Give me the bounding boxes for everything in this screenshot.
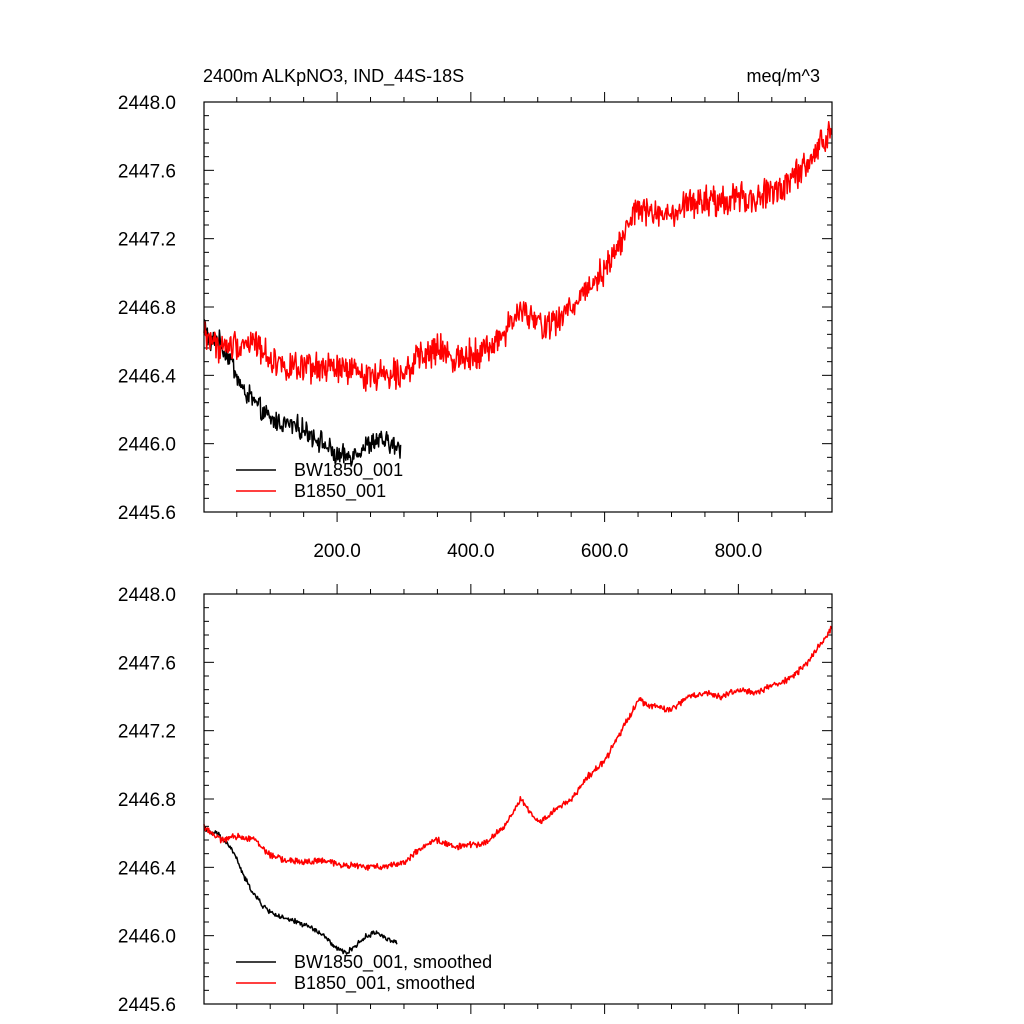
y-tick-label: 2447.6 [118, 653, 176, 674]
y-tick-label: 2446.4 [118, 858, 177, 879]
y-tick-labels: 2445.6 2446.0 2446.4 2446.8 2447.2 2447.6 2448… [118, 93, 177, 524]
y-tick-label: 2447.2 [118, 722, 176, 743]
y-tick-label: 2446.8 [118, 298, 176, 319]
x-tick-label: 800.0 [715, 541, 763, 562]
series-line-1 [203, 625, 833, 871]
y-tick-label: 2446.0 [118, 927, 176, 948]
series-line-0 [203, 319, 402, 467]
legend-label-series-0: BW1850_001 [294, 460, 403, 481]
series-lines [203, 625, 833, 955]
x-tick-label: 600.0 [581, 541, 629, 562]
legend-label-series-0: BW1850_001, smoothed [294, 952, 492, 973]
legend: BW1850_001 B1850_001 [236, 460, 403, 502]
y-tick-label: 2446.0 [118, 435, 176, 456]
panel-title-left: 2400m ALKpNO3, IND_44S-18S [203, 66, 464, 87]
y-tick-label: 2447.2 [118, 230, 176, 251]
plot-frame [203, 593, 833, 1005]
series-line-0 [203, 825, 398, 955]
plot-frame [203, 101, 833, 513]
y-tick-label: 2446.4 [118, 366, 177, 387]
y-tick-label: 2447.6 [118, 161, 176, 182]
series-line-1 [203, 121, 833, 392]
panel-title-right: meq/m^3 [747, 66, 820, 86]
y-tick-label: 2448.0 [118, 585, 176, 606]
legend-label-series-1: B1850_001 [294, 481, 386, 502]
y-tick-label: 2446.8 [118, 790, 176, 811]
legend-label-series-1: B1850_001, smoothed [294, 973, 475, 994]
series-lines [203, 121, 833, 467]
tick-marks [204, 584, 832, 1014]
legend: BW1850_001, smoothed B1850_001, smoothed [236, 952, 492, 994]
x-tick-label: 200.0 [313, 541, 361, 562]
y-tick-label: 2448.0 [118, 93, 176, 114]
y-tick-label: 2445.6 [118, 503, 176, 524]
top-panel: 2400m ALKpNO3, IND_44S-18S meq/m^3 2445.… [118, 66, 833, 562]
x-tick-labels: 200.0 400.0 600.0 800.0 [313, 541, 762, 562]
y-tick-labels: 2445.6 2446.0 2446.4 2446.8 2447.2 2447.6 2448… [118, 585, 177, 1016]
x-tick-label: 400.0 [447, 541, 495, 562]
y-tick-label: 2445.6 [118, 995, 176, 1016]
bottom-panel: 2445.6 2446.0 2446.4 2446.8 2447.2 2447.6 2448… [118, 584, 833, 1016]
